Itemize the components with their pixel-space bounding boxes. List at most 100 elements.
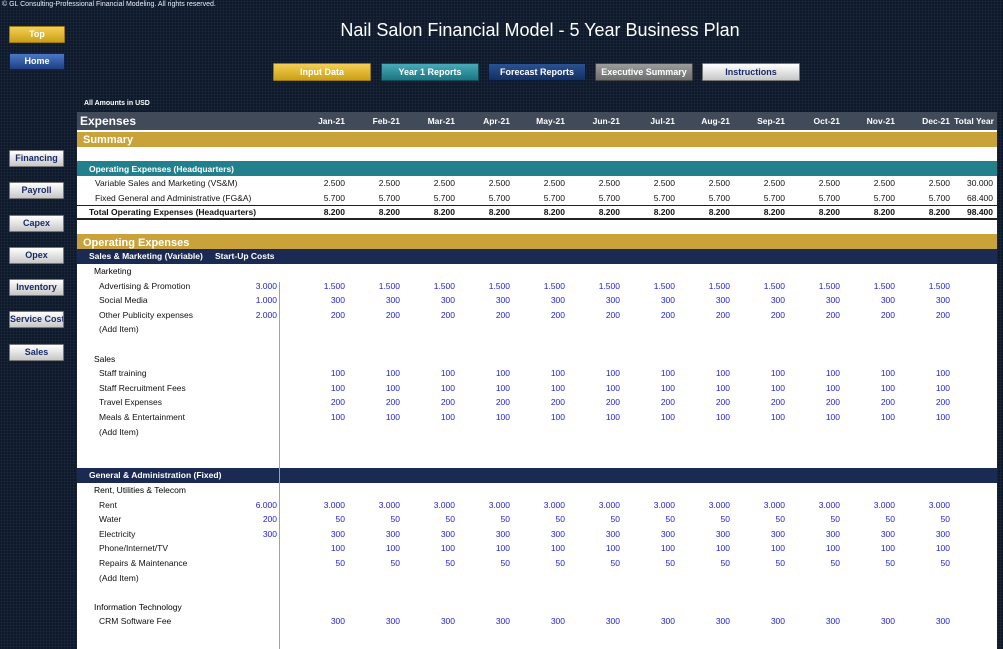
value-cell: 300: [550, 295, 565, 306]
value-cell: 2.000: [873, 265, 895, 276]
value-cell: 300: [495, 616, 510, 627]
year1-reports-button[interactable]: Year 1 Reports: [381, 63, 479, 81]
amounts-label: All Amounts in USD: [84, 100, 150, 107]
value-cell: 100: [660, 368, 675, 379]
value-cell: 100: [550, 543, 565, 554]
value-cell: 2.500: [763, 178, 785, 189]
value-cell: 300: [825, 295, 840, 306]
value-cell: 300: [550, 528, 565, 539]
value-cell: 300: [715, 616, 730, 627]
row-label[interactable]: (Add Item): [99, 572, 139, 583]
value-cell: 100: [660, 543, 675, 554]
month-header: Jun-21: [592, 116, 620, 126]
value-cell: 100: [770, 543, 785, 554]
value-cell: 300: [605, 616, 620, 627]
table-row: Total Operating Expenses (Headquarters) 8…: [77, 205, 997, 220]
value-cell: 200: [605, 397, 620, 408]
value-cell: 100: [880, 368, 895, 379]
value-cell: 1.000: [433, 601, 455, 612]
spacer-row: [77, 336, 997, 351]
row-label: Travel Expenses: [99, 397, 162, 408]
row-label[interactable]: (Add Item): [99, 426, 139, 437]
month-header: May-21: [536, 116, 565, 126]
value-cell: 50: [610, 557, 620, 568]
value-cell: 8.200: [818, 207, 840, 217]
startup-cost-cell: 6.000: [255, 499, 277, 510]
value-cell: 100: [550, 411, 565, 422]
value-cell: 2.500: [598, 178, 620, 189]
row-label: Repairs & Maintenance: [99, 557, 188, 568]
value-cell: 1.500: [653, 280, 675, 291]
value-cell: 50: [335, 514, 345, 525]
top-button[interactable]: Top: [9, 26, 65, 43]
month-header: Jan-21: [318, 116, 345, 126]
value-cell: 300: [660, 295, 675, 306]
forecast-reports-button[interactable]: Forecast Reports: [488, 63, 586, 81]
value-cell: 5.700: [598, 192, 620, 203]
value-cell: 500: [440, 353, 455, 364]
value-cell: 1.500: [818, 280, 840, 291]
value-cell: 2.000: [928, 265, 950, 276]
table-row: Sales & Marketing (Variable) Start-Up Cos…: [77, 248, 997, 264]
instructions-button[interactable]: Instructions: [702, 63, 800, 81]
value-cell: 50: [665, 557, 675, 568]
row-label: Sales: [94, 353, 116, 364]
value-cell: 2.500: [543, 178, 565, 189]
executive-summary-button[interactable]: Executive Summary: [595, 63, 693, 81]
month-header: Apr-21: [483, 116, 510, 126]
capex-button[interactable]: Capex: [9, 215, 64, 232]
home-button[interactable]: Home: [9, 53, 65, 70]
input-data-button[interactable]: Input Data: [273, 63, 371, 81]
opex-button[interactable]: Opex: [9, 247, 64, 264]
value-cell: 200: [770, 309, 785, 320]
total-year-cell: 98.400: [967, 207, 993, 217]
month-header: Dec-21: [922, 116, 950, 126]
table-row: Advertising & Promotion 3.000 1.500 1.500 1.…: [77, 278, 997, 293]
value-cell: 200: [935, 397, 950, 408]
table-row: Marketing 6.000 2.000 2.000 2.000 2.000 2.000 2…: [77, 263, 997, 278]
sales-button[interactable]: Sales: [9, 344, 64, 361]
value-cell: 50: [610, 514, 620, 525]
financing-button[interactable]: Financing: [9, 150, 64, 167]
table-row: Operating Expenses: [77, 234, 997, 252]
value-cell: 3.500: [873, 484, 895, 495]
value-cell: 2.000: [708, 265, 730, 276]
value-cell: 3.000: [653, 499, 675, 510]
value-cell: 3.000: [928, 499, 950, 510]
value-cell: 50: [555, 557, 565, 568]
value-cell: 500: [715, 353, 730, 364]
value-cell: 50: [775, 514, 785, 525]
row-label[interactable]: (Add Item): [99, 324, 139, 335]
value-cell: 2.000: [433, 265, 455, 276]
value-cell: 100: [385, 368, 400, 379]
value-cell: 1.500: [708, 280, 730, 291]
page-title: Nail Salon Financial Model - 5 Year Busi…: [340, 20, 740, 40]
inventory-button[interactable]: Inventory: [9, 279, 64, 296]
row-label: Other Publicity expenses: [99, 309, 194, 320]
value-cell: 100: [935, 411, 950, 422]
total-year-cell: 6.000: [971, 353, 993, 364]
value-cell: 200: [880, 397, 895, 408]
value-cell: 200: [550, 397, 565, 408]
value-cell: 5.700: [653, 192, 675, 203]
value-cell: 200: [715, 397, 730, 408]
value-cell: 500: [550, 353, 565, 364]
value-cell: 1.500: [873, 280, 895, 291]
value-cell: 3.000: [598, 499, 620, 510]
value-cell: 3.500: [708, 484, 730, 495]
table-row: Information Technology - 1.000 1.000 1.000 1.…: [77, 599, 997, 614]
value-cell: 5.700: [433, 192, 455, 203]
value-cell: 100: [330, 411, 345, 422]
total-year-header: Total Year: [954, 116, 994, 126]
value-cell: 200: [935, 309, 950, 320]
value-cell: 500: [880, 353, 895, 364]
payroll-button[interactable]: Payroll: [9, 182, 64, 199]
value-cell: 100: [770, 368, 785, 379]
expenses-sheet: Expenses Jan-21 Feb-21 Mar-21 Apr-21 May-21 J…: [77, 112, 997, 649]
row-label: Variable Sales and Marketing (VS&M): [95, 178, 238, 189]
startup-cost-cell: -: [274, 601, 277, 612]
table-row: (Add Item): [77, 570, 997, 585]
service-cost-button[interactable]: Service Cost: [9, 311, 64, 328]
value-cell: 50: [885, 514, 895, 525]
total-year-cell: 68.400: [967, 192, 993, 203]
